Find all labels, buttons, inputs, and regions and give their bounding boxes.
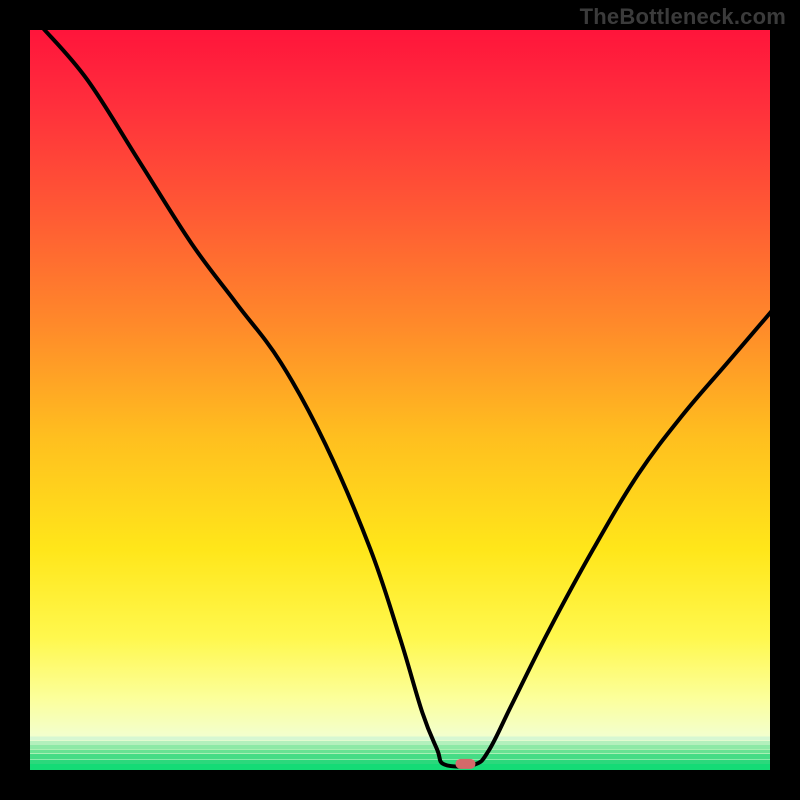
chart-container: TheBottleneck.com [0, 0, 800, 800]
optimum-marker [455, 759, 475, 769]
green-band-line [28, 750, 772, 754]
green-band-line [28, 754, 772, 759]
green-band-line [28, 745, 772, 749]
green-band-line [28, 759, 772, 764]
plot-background [28, 28, 772, 772]
green-band-line [28, 741, 772, 745]
bottleneck-chart [0, 0, 800, 800]
green-band-line [28, 736, 772, 740]
